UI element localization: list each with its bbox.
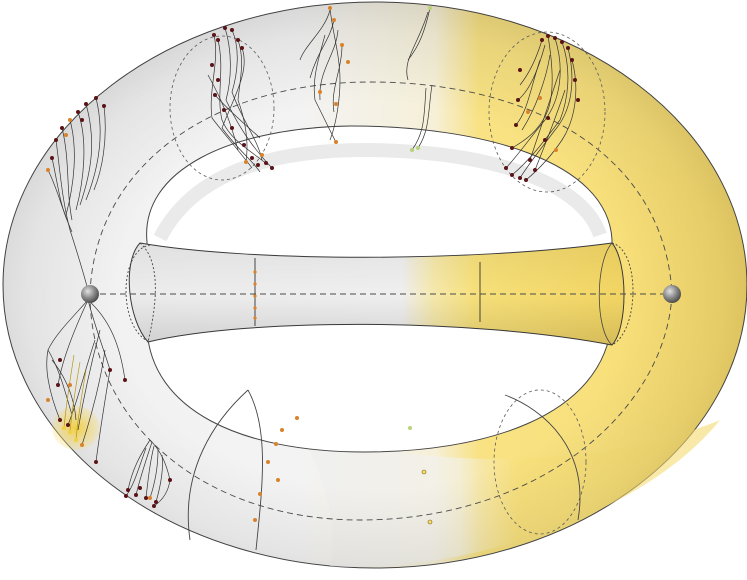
scattered-points — [253, 416, 433, 525]
tube-nodes — [253, 270, 257, 320]
top-right-tree-nodes — [504, 34, 580, 182]
meridian-circles — [169, 31, 606, 535]
left-lower-tree-highlight — [63, 354, 87, 441]
left-lower-highlight — [52, 406, 100, 450]
left-lower-tree-nodes — [46, 358, 127, 464]
left-upper-tree — [47, 97, 106, 291]
top-center-tree-nodes — [210, 6, 432, 170]
right-pole-sphere — [663, 285, 681, 303]
central-tube — [125, 242, 634, 346]
meridian-arcs — [187, 389, 581, 551]
guide-curves — [89, 81, 673, 521]
bottom-left-tree-nodes — [124, 478, 172, 508]
left-lower-tree — [46, 299, 126, 463]
left-upper-tree-nodes — [46, 96, 106, 172]
left-pole-sphere — [81, 285, 99, 303]
bottom-left-tree — [125, 439, 171, 507]
